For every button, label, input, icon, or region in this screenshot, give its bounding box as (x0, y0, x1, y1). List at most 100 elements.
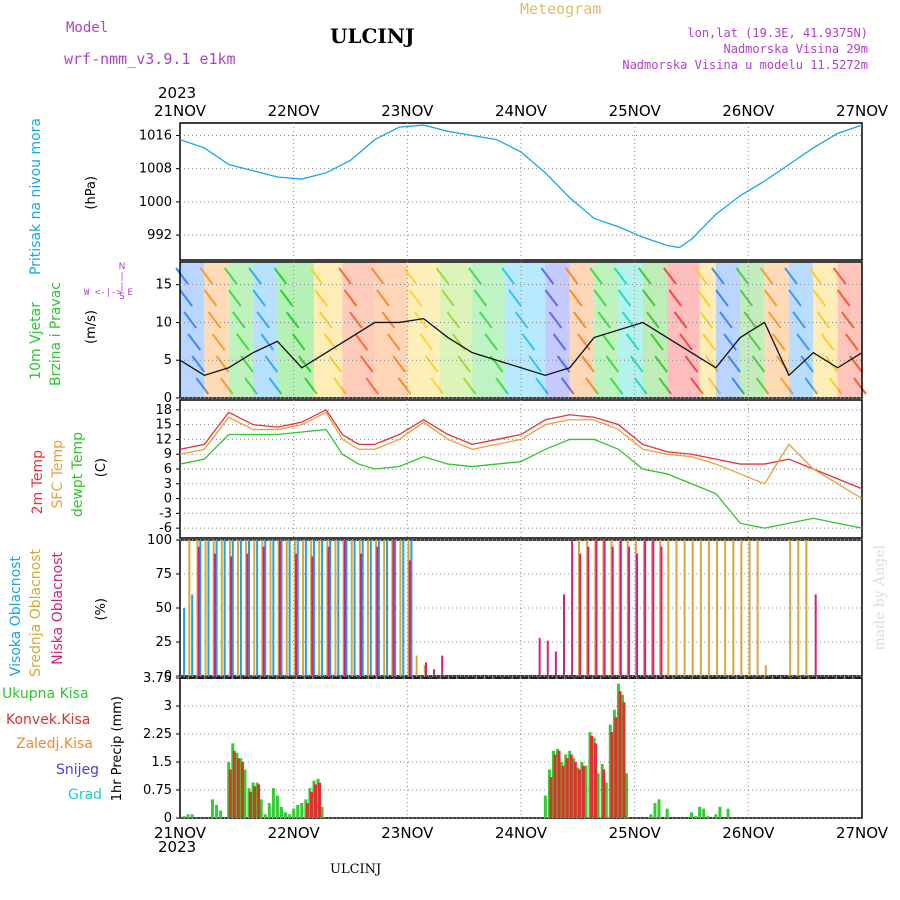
model-label: Model (66, 20, 109, 36)
wind-band (699, 263, 716, 397)
precip-bar (186, 814, 190, 818)
precip-bar (573, 762, 577, 818)
footer-station: ULCINJ (330, 862, 382, 877)
wind-barb (248, 267, 262, 285)
x-tick-label-top: 22NOV (268, 102, 321, 120)
wind-band (374, 263, 408, 397)
wind-barb (365, 377, 379, 395)
wind-barb (609, 377, 624, 395)
wind-barb (268, 377, 283, 395)
wind-band (837, 263, 862, 397)
wind-barb (836, 289, 851, 307)
wind-barb (381, 311, 396, 329)
wind-barb (207, 311, 222, 329)
wind-barb (252, 289, 266, 307)
y-tick-label: -6 (159, 521, 172, 536)
wind-barb (560, 377, 575, 395)
precip-bar (257, 784, 261, 818)
wind-barb (548, 311, 563, 329)
wind-barb (473, 289, 488, 307)
y-tick-label: 1008 (139, 162, 172, 177)
precip-bar (602, 769, 606, 818)
precip-bar (596, 773, 600, 818)
wind-barb (435, 267, 450, 285)
precip-bar (288, 814, 292, 818)
precip-bar (275, 795, 279, 818)
wind-barb (468, 267, 482, 285)
precip-bar (309, 791, 313, 818)
wind-band (813, 263, 838, 397)
x-tick-label-top: 24NOV (495, 102, 548, 120)
precip-bar (706, 816, 710, 818)
wind-barb (370, 267, 385, 285)
y-tick-label: 15 (155, 278, 172, 293)
wind-barb (771, 333, 786, 351)
x-tick-label-bottom: 27NOV (836, 824, 889, 842)
y-tick-label: 1000 (139, 195, 172, 210)
wind-barb (747, 333, 762, 351)
wind-barb (392, 355, 407, 373)
precip-bar (320, 806, 324, 818)
wind-barb (343, 289, 358, 307)
wind-barb (349, 311, 363, 329)
precip-bar (240, 762, 244, 818)
wind-band (180, 263, 205, 397)
wind-barb (314, 289, 328, 307)
wind-barb (187, 333, 202, 351)
precip-bar (553, 754, 557, 818)
wind-barb (556, 355, 571, 373)
wind-barb (719, 311, 733, 329)
y-tick-label: 6 (164, 462, 172, 477)
station-title: ULCINJ (330, 24, 415, 48)
wind-barb (853, 377, 867, 395)
year-bottom: 2023 (158, 838, 197, 856)
x-tick-label-bottom: 24NOV (495, 824, 548, 842)
x-tick-label-top: 21NOV (154, 102, 207, 120)
wind-barb (715, 289, 729, 307)
precip-bar (714, 814, 718, 818)
precip-legend-total: Ukupna Kisa (2, 686, 89, 702)
precip-bar (249, 791, 253, 818)
series-line (179, 317, 863, 377)
wind-barb (800, 355, 814, 373)
precip-bar (300, 803, 304, 818)
precip-bar (702, 808, 706, 818)
lonlat-label: lon,lat (19.3E, 41.9375N) (687, 26, 868, 40)
wind-barb (699, 311, 714, 329)
precip-bar (190, 814, 194, 818)
year-top: 2023 (158, 84, 197, 102)
wind-barb (479, 311, 493, 329)
y-tick-label: -3 (159, 506, 172, 521)
wind-barb (694, 267, 708, 285)
wind-barb (508, 289, 522, 307)
wind-band (253, 263, 278, 397)
wind-barb (552, 333, 567, 351)
y-tick-label: 3 (164, 699, 172, 714)
wind-barb (646, 311, 660, 329)
wind-barb (279, 289, 294, 307)
wind-barb (569, 289, 583, 307)
wind-barb (291, 333, 306, 351)
precip-bar (577, 769, 581, 818)
wind-barb (462, 377, 477, 395)
wind-barb (812, 289, 827, 307)
wind-barb (540, 267, 555, 285)
wind-barb (731, 377, 745, 395)
wind-barb (333, 377, 347, 395)
y-tick-label: 3.75 (143, 671, 172, 686)
wind-barb (707, 377, 722, 395)
wind-barb (298, 355, 312, 373)
wind-barb (593, 289, 607, 307)
wind-band (715, 263, 741, 397)
wind-band (545, 263, 570, 397)
precip-bar (263, 814, 267, 818)
wind-barb (387, 333, 401, 351)
wind-barb (236, 333, 250, 351)
x-tick-label-bottom: 21NOV (154, 824, 207, 842)
y-tick-label: 100 (147, 533, 172, 548)
wind-band (472, 263, 505, 397)
precip-legend-hail: Grad (68, 787, 103, 803)
wind-barb (759, 267, 774, 285)
wind-barb (804, 377, 819, 395)
precip-bar (653, 803, 657, 818)
